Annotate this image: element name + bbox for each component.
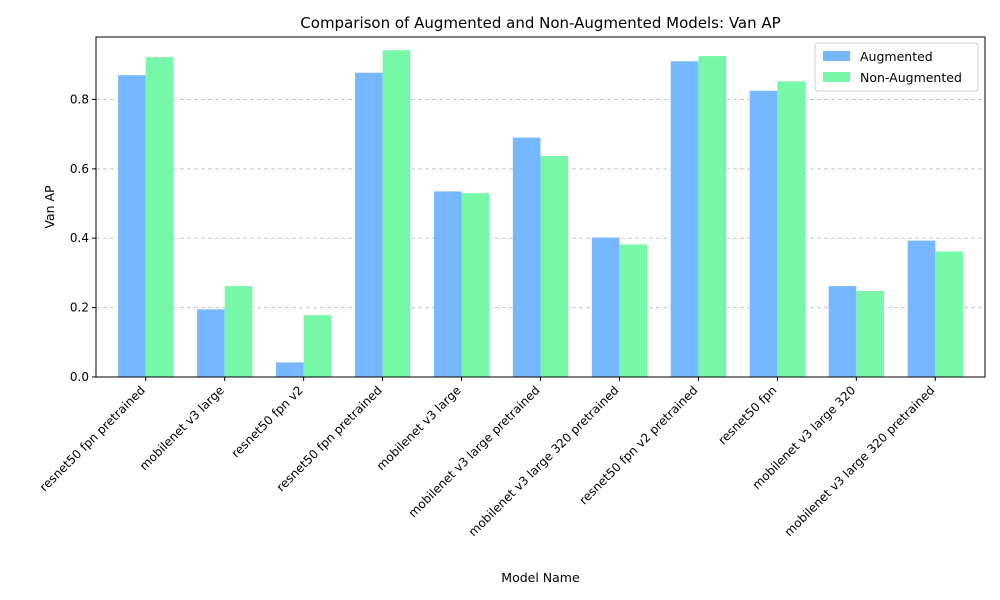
- y-tick-label: 0.6: [70, 162, 89, 176]
- augmented-bar: [118, 75, 146, 377]
- x-tick-label: resnet50 fpn pretrained: [37, 383, 148, 494]
- y-tick-label: 0.8: [70, 92, 89, 106]
- x-axis-label: Model Name: [501, 570, 580, 585]
- legend-label: Non-Augmented: [860, 70, 962, 85]
- y-tick-label: 0.4: [70, 231, 89, 245]
- non-augmented-bar: [935, 251, 963, 377]
- chart-title: Comparison of Augmented and Non-Augmente…: [300, 14, 780, 32]
- augmented-bar: [512, 137, 541, 377]
- x-tick-label: mobilenet v3 large: [137, 383, 227, 473]
- non-augmented-bar: [540, 156, 569, 377]
- augmented-bar: [670, 61, 699, 378]
- y-axis-label: Van AP: [42, 185, 57, 229]
- legend: Augmented Non-Augmented: [814, 42, 979, 92]
- augmented-bar: [749, 90, 778, 377]
- non-augmented-bar: [224, 286, 253, 377]
- non-augmented-bar: [461, 193, 490, 377]
- non-augmented-bar: [777, 81, 805, 377]
- legend-box: [814, 42, 979, 92]
- augmented-bar: [828, 286, 857, 377]
- y-axis-ticks: 0.0 0.2 0.4 0.6 0.8: [70, 92, 96, 384]
- non-augmented-bar: [303, 315, 332, 377]
- y-tick-label: 0.2: [70, 301, 89, 315]
- x-tick-label: mobilenet v3 large pretrained: [406, 383, 543, 520]
- non-augmented-bar: [619, 244, 648, 377]
- x-tick-label: resnet50 fpn v2: [229, 383, 306, 460]
- non-augmented-bar: [145, 57, 174, 378]
- x-tick-label: mobilenet v3 large 320 pretrained: [782, 383, 938, 539]
- augmented-bar: [907, 240, 936, 377]
- y-tick-label: 0.0: [70, 370, 89, 384]
- x-tick-label: resnet50 fpn: [715, 383, 779, 447]
- augmented-bar: [276, 362, 304, 377]
- bars: [118, 50, 963, 378]
- augmented-bar: [433, 191, 462, 377]
- non-augmented-bar: [698, 56, 727, 377]
- x-tick-label: mobilenet v3 large 320 pretrained: [466, 383, 622, 539]
- augmented-bar: [591, 237, 620, 377]
- non-augmented-bar: [382, 50, 411, 377]
- legend-swatch: [823, 72, 850, 82]
- augmented-bar: [354, 72, 383, 378]
- non-augmented-bar: [856, 290, 884, 377]
- legend-swatch: [823, 51, 850, 61]
- augmented-bar: [197, 309, 225, 377]
- x-tick-label: mobilenet v3 large: [374, 383, 464, 473]
- legend-label: Augmented: [860, 49, 933, 64]
